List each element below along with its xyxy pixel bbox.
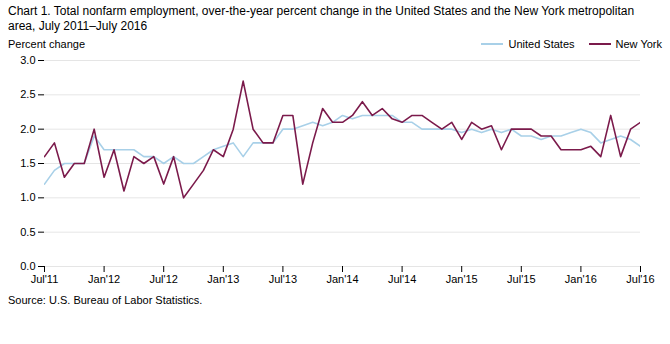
html-text:Chart 1. Total nonfarm employm: Chart 1. Total nonfarm employment, over-…: [8, 4, 635, 33]
html-text:United States: United States: [508, 38, 575, 50]
svg-text:0.5: 0.5: [20, 226, 35, 238]
svg-text:Jan'14: Jan'14: [326, 273, 358, 285]
svg-text:Jul'14: Jul'14: [388, 273, 416, 285]
svg-text:Jul'12: Jul'12: [149, 273, 177, 285]
svg-text:Jul'15: Jul'15: [507, 273, 535, 285]
svg-text:1.5: 1.5: [20, 157, 35, 169]
html-text:New York: New York: [615, 38, 662, 50]
svg-text:1.0: 1.0: [20, 191, 35, 203]
svg-text:Jan'12: Jan'12: [88, 273, 120, 285]
svg-text:Jul'13: Jul'13: [269, 273, 297, 285]
html-text:Percent change: Percent change: [8, 38, 86, 50]
svg-text:2.5: 2.5: [20, 88, 35, 100]
svg-text:2.0: 2.0: [20, 123, 35, 135]
svg-text:Jan'13: Jan'13: [207, 273, 239, 285]
html-text:Source: U.S. Bureau of Labor S: Source: U.S. Bureau of Labor Statistics.: [8, 294, 203, 306]
svg-text:Jan'16: Jan'16: [565, 273, 597, 285]
svg-text:Jan'15: Jan'15: [446, 273, 478, 285]
svg-text:0.0: 0.0: [20, 260, 35, 272]
svg-text:3.0: 3.0: [20, 54, 35, 66]
svg-text:Jul'11: Jul'11: [31, 273, 59, 285]
svg-text:Jul'16: Jul'16: [626, 273, 654, 285]
